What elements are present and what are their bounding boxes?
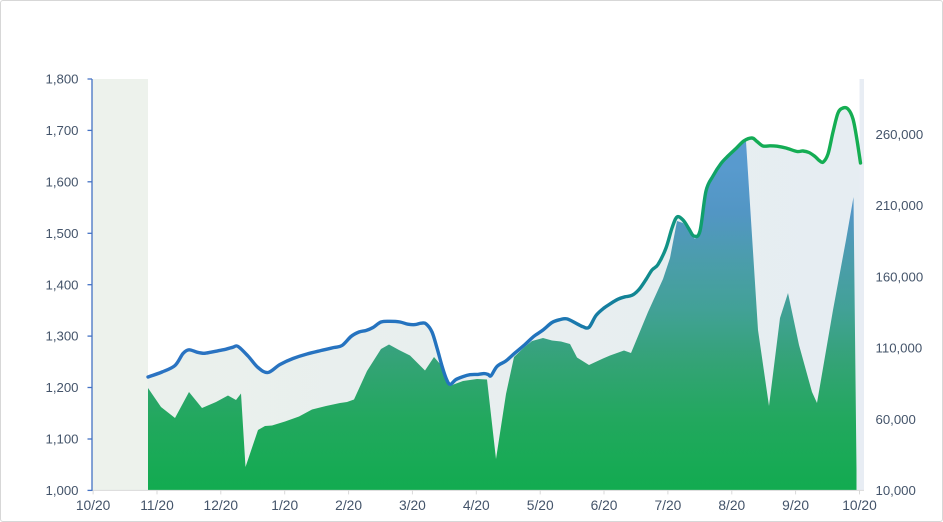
svg-text:11/20: 11/20 (140, 498, 174, 513)
svg-text:1,100: 1,100 (45, 432, 78, 447)
svg-text:12/20: 12/20 (204, 498, 239, 513)
svg-text:7/20: 7/20 (654, 498, 681, 513)
svg-text:4/20: 4/20 (463, 498, 490, 513)
svg-text:210,000: 210,000 (876, 198, 924, 213)
svg-text:1/20: 1/20 (271, 498, 298, 513)
svg-text:9/20: 9/20 (782, 498, 809, 513)
svg-text:1,800: 1,800 (45, 72, 78, 87)
svg-text:10/20: 10/20 (842, 498, 877, 513)
svg-text:6/20: 6/20 (591, 498, 618, 513)
svg-text:1,500: 1,500 (45, 226, 78, 241)
svg-text:10/20: 10/20 (76, 498, 111, 513)
svg-text:1,300: 1,300 (45, 329, 78, 344)
svg-text:1,700: 1,700 (45, 123, 78, 138)
svg-text:160,000: 160,000 (876, 269, 924, 284)
svg-text:110,000: 110,000 (876, 341, 923, 356)
svg-text:1,400: 1,400 (45, 277, 78, 292)
svg-text:260,000: 260,000 (876, 127, 924, 142)
svg-text:1,200: 1,200 (45, 380, 78, 395)
svg-text:1,000: 1,000 (45, 483, 78, 498)
svg-text:8/20: 8/20 (718, 498, 745, 513)
svg-text:60,000: 60,000 (876, 412, 916, 427)
svg-text:3/20: 3/20 (399, 498, 426, 513)
svg-text:10,000: 10,000 (876, 483, 916, 498)
svg-text:2/20: 2/20 (335, 498, 362, 513)
svg-text:5/20: 5/20 (527, 498, 554, 513)
svg-text:1,600: 1,600 (45, 174, 78, 189)
